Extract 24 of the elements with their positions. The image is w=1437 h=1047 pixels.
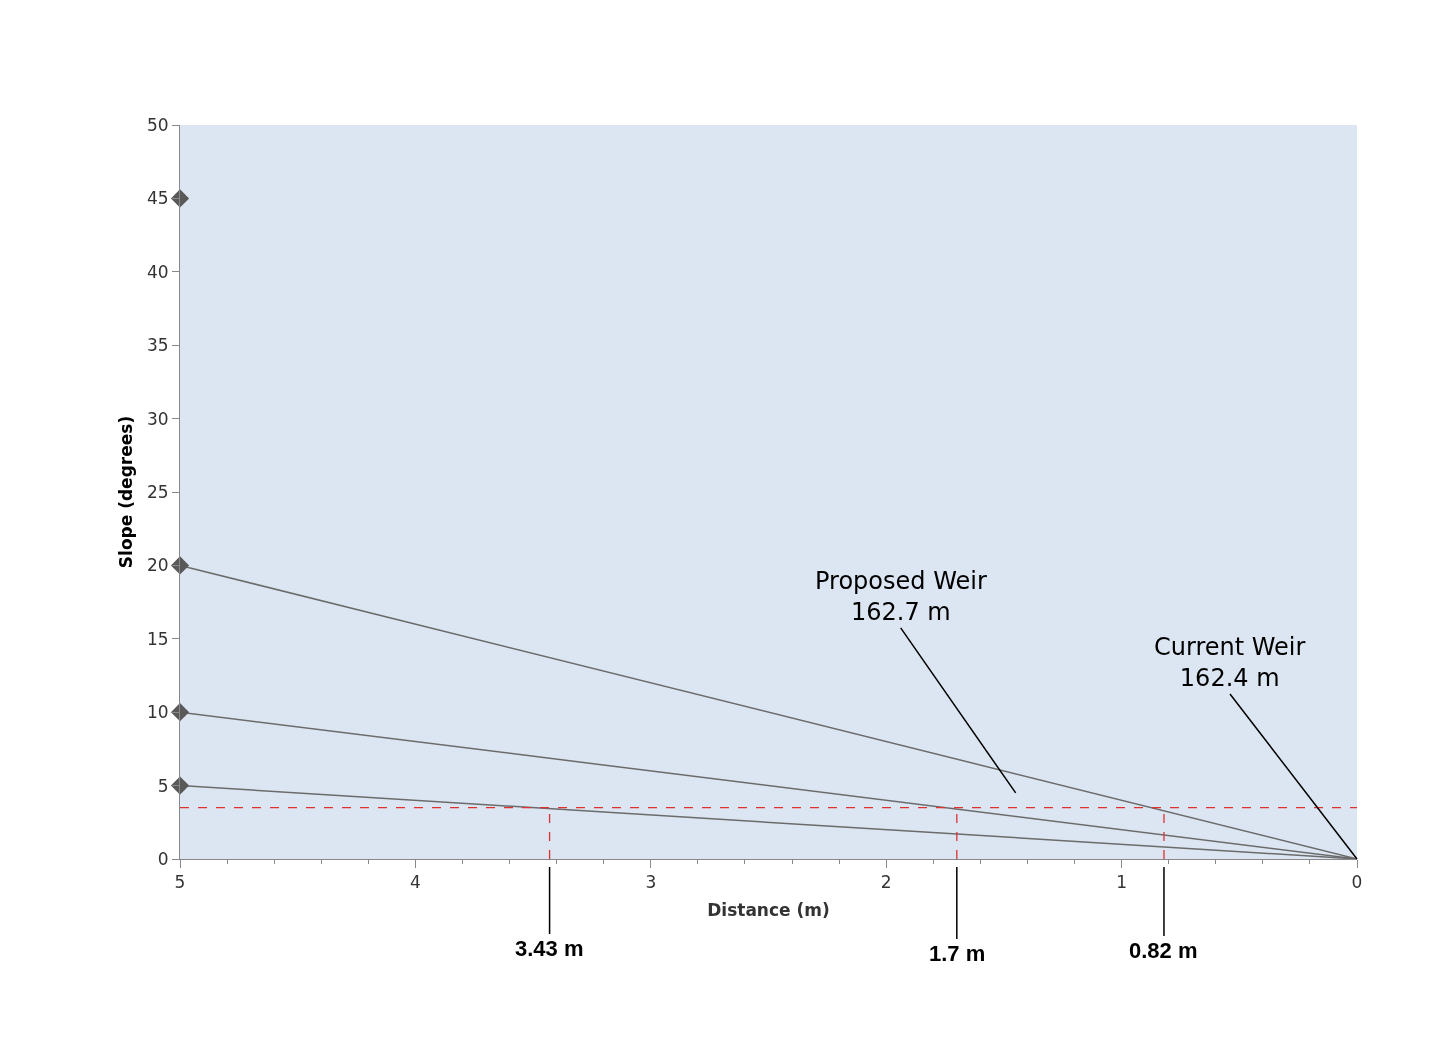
y-tick-label: 40 [146, 261, 169, 282]
y-tick-label: 45 [146, 188, 169, 209]
x-axis-title: Distance (m) [707, 899, 830, 920]
x-tick-label: 5 [174, 872, 186, 893]
y-tick-label: 0 [157, 848, 169, 869]
annotation: Current Weir 162.4 m [1154, 633, 1306, 693]
x-tick-label: 2 [880, 872, 892, 893]
y-tick-label: 25 [146, 481, 169, 502]
y-tick-label: 15 [146, 628, 169, 649]
x-tick-label: 4 [409, 872, 421, 893]
y-tick-label: 35 [146, 335, 169, 356]
x-tick-label: 3 [645, 872, 657, 893]
y-tick-label: 20 [146, 555, 169, 576]
x-tick-label: 0 [1351, 872, 1363, 893]
annotation: 1.7 m [929, 941, 986, 966]
annotation: Proposed Weir 162.7 m [815, 567, 987, 627]
annotation: 0.82 m [1129, 938, 1198, 963]
annotation: 3.43 m [515, 936, 584, 961]
y-tick-label: 30 [146, 408, 169, 429]
y-tick-label: 5 [157, 775, 169, 796]
y-axis-title: Slope (degrees) [115, 415, 136, 569]
x-tick-label: 1 [1116, 872, 1128, 893]
y-tick-label: 10 [146, 702, 169, 723]
y-tick-label: 50 [146, 114, 169, 135]
